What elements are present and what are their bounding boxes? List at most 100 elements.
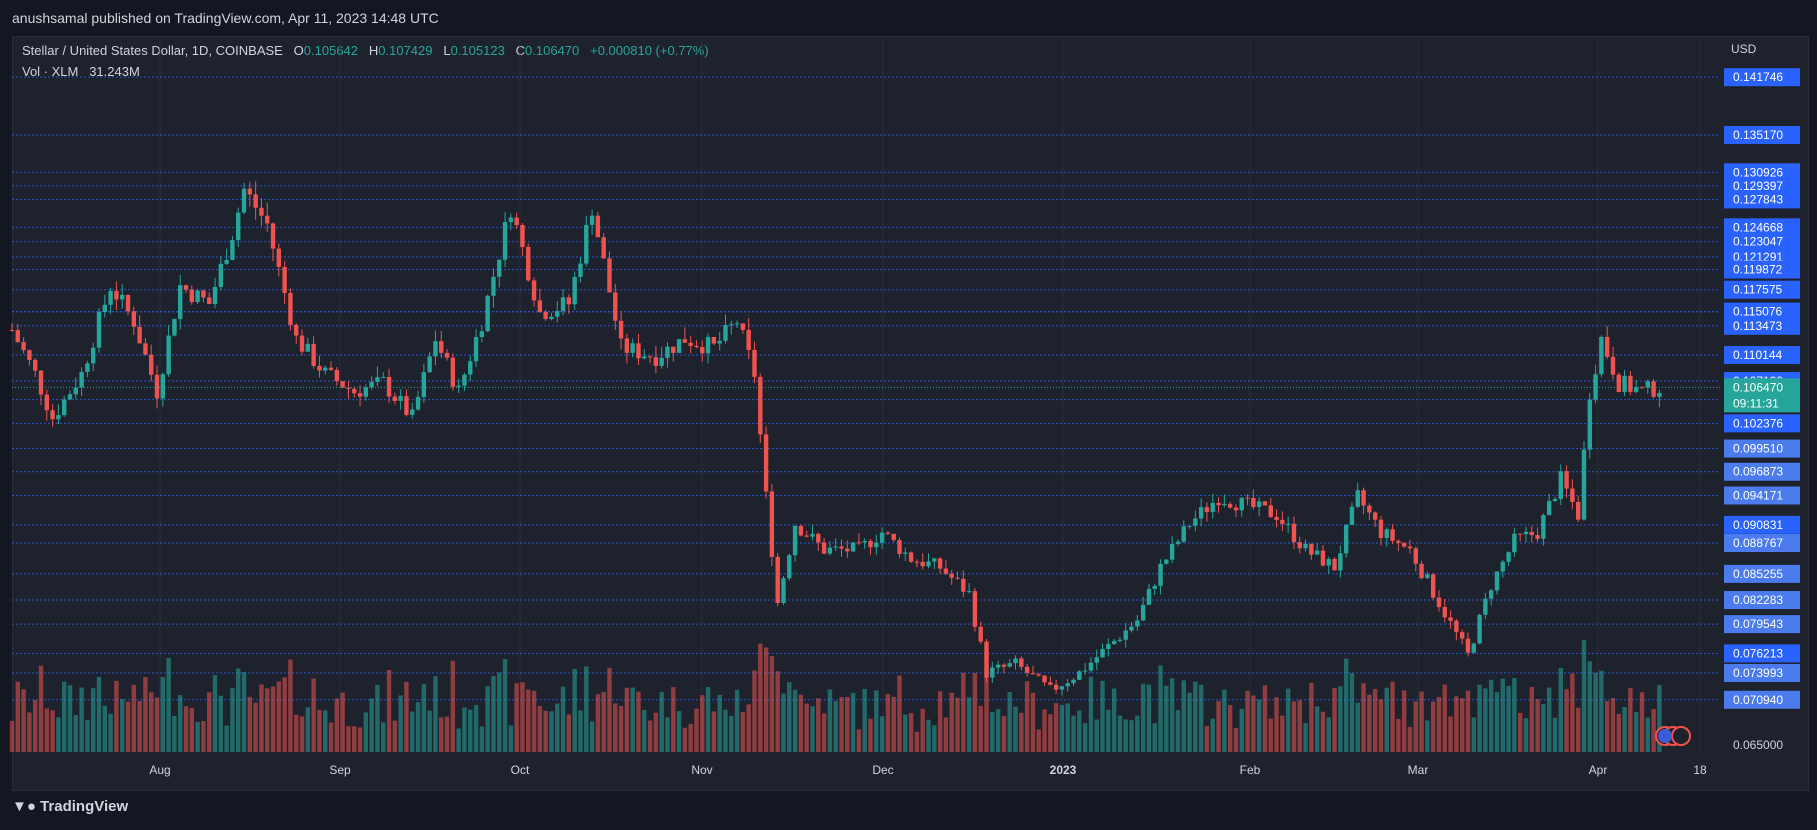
price-label-text: 0.096873 xyxy=(1733,465,1783,479)
volume-bar xyxy=(1106,709,1111,752)
volume-bar xyxy=(1645,717,1650,752)
tradingview-logo[interactable]: ▼● TradingView xyxy=(12,798,128,815)
candle xyxy=(688,336,693,354)
price-label-text: 0.117575 xyxy=(1733,283,1782,297)
candle xyxy=(1535,527,1540,543)
candle-body xyxy=(961,578,966,592)
price-label-bg xyxy=(1724,232,1800,251)
change-value: +0.000810 (+0.77%) xyxy=(590,43,709,58)
open-value: 0.105642 xyxy=(303,43,359,58)
volume-bar xyxy=(1030,692,1036,752)
volume-bar xyxy=(1552,717,1558,752)
candle xyxy=(879,527,885,549)
volume-bar xyxy=(1477,684,1482,752)
candle xyxy=(589,209,595,235)
volume-bar xyxy=(1013,706,1018,752)
candle-body xyxy=(253,194,258,208)
volume-bar xyxy=(1575,707,1581,752)
volume-bar xyxy=(468,709,473,752)
candle-body xyxy=(995,664,1001,668)
candle xyxy=(560,289,566,316)
candle xyxy=(1488,588,1494,606)
candle-body xyxy=(450,357,456,387)
candle-body xyxy=(1436,597,1442,608)
volume-bar xyxy=(1413,701,1418,752)
candle-body xyxy=(363,387,369,397)
candle-body xyxy=(1604,336,1610,357)
volume-bar xyxy=(601,692,606,752)
candle-body xyxy=(44,394,50,411)
candle-body xyxy=(479,331,485,338)
price-label-9: 0.117575 xyxy=(1724,280,1800,299)
candle-body xyxy=(427,356,432,373)
candle-body xyxy=(949,573,954,578)
candle-body xyxy=(1309,543,1314,555)
chart-panel xyxy=(12,36,1809,791)
candle xyxy=(1291,516,1297,550)
candle xyxy=(758,373,763,444)
volume-bar xyxy=(50,710,55,752)
candle xyxy=(1262,501,1268,506)
candle-body xyxy=(1216,502,1221,506)
volume-bar xyxy=(85,719,90,752)
volume-bar xyxy=(386,669,392,752)
candle-body xyxy=(1024,666,1030,674)
price-label-bg xyxy=(1724,515,1800,534)
volume-bar xyxy=(1059,705,1065,752)
price-label-bg xyxy=(1724,218,1800,237)
candle-body xyxy=(195,290,200,302)
candle-body xyxy=(642,356,647,359)
candle xyxy=(1071,677,1076,687)
volume-bar xyxy=(183,706,189,752)
high-value: 0.107429 xyxy=(378,43,433,58)
volume-bar xyxy=(131,684,137,752)
volume-bar xyxy=(1024,681,1030,752)
volume-bar xyxy=(1622,707,1627,752)
candle xyxy=(717,331,722,351)
candle-body xyxy=(224,259,229,264)
candle-body xyxy=(189,289,195,302)
candle xyxy=(508,213,514,231)
candle xyxy=(1436,590,1442,612)
price-label-bg xyxy=(1724,68,1800,87)
candle-body xyxy=(792,525,798,556)
candle xyxy=(1477,613,1482,645)
candle xyxy=(1280,511,1285,532)
candle-body xyxy=(149,354,154,375)
volume-bar xyxy=(375,684,380,752)
volume-bar xyxy=(740,712,746,752)
volume-bar xyxy=(1349,673,1355,752)
candle xyxy=(415,390,421,411)
volume-bar xyxy=(874,690,879,752)
candle xyxy=(497,259,502,288)
candle-body xyxy=(154,374,160,399)
candle xyxy=(856,533,862,545)
price-label-text: 0.099510 xyxy=(1733,442,1783,456)
volume-bar xyxy=(1175,710,1181,752)
volume-bar xyxy=(908,713,914,752)
candle-body xyxy=(473,337,479,362)
volume-bar xyxy=(120,699,125,752)
volume-bar xyxy=(259,684,264,752)
candle-body xyxy=(375,377,380,382)
candle-body xyxy=(572,276,577,305)
candle xyxy=(1140,596,1146,622)
candle xyxy=(1657,389,1662,408)
volume-bar xyxy=(62,681,67,752)
volume-bar xyxy=(114,680,119,752)
candle xyxy=(636,333,641,365)
candle-body xyxy=(1210,502,1215,512)
price-label-text: 0.090831 xyxy=(1733,518,1783,532)
time-tick-7: Mar xyxy=(1408,763,1429,777)
price-label-bg xyxy=(1724,690,1800,709)
candle-body xyxy=(299,335,305,352)
candle xyxy=(862,538,867,549)
candle xyxy=(44,389,50,421)
candle-body xyxy=(1314,550,1320,555)
candle xyxy=(114,281,119,311)
candle xyxy=(868,538,873,555)
candle-body xyxy=(1407,546,1413,549)
volume-bar xyxy=(1198,684,1204,752)
candle xyxy=(207,292,212,305)
